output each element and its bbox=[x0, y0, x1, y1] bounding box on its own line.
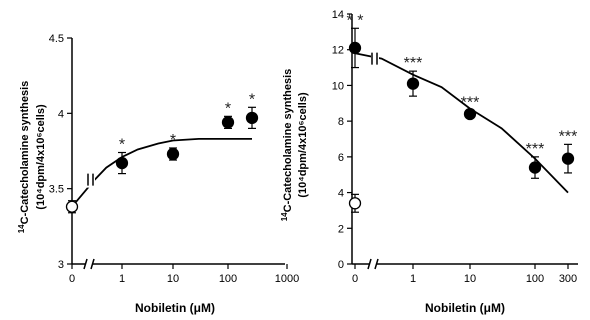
y-axis-label-text: C-Catecholamine synthesis bbox=[19, 81, 31, 225]
significance-marker: *** bbox=[404, 55, 423, 72]
significance-marker: * bbox=[170, 132, 176, 149]
y-tick-label: 14 bbox=[332, 9, 344, 21]
data-point-filled bbox=[528, 161, 542, 174]
y-tick-label: 4.5 bbox=[49, 33, 64, 45]
x-tick-label: 100 bbox=[526, 273, 544, 285]
data-point-filled bbox=[406, 77, 420, 90]
data-point-filled bbox=[221, 116, 235, 129]
fit-curve bbox=[71, 138, 252, 208]
y-tick-label: 0 bbox=[338, 259, 344, 271]
x-tick-label: 10 bbox=[167, 273, 179, 285]
y-tick-label: 2 bbox=[338, 223, 344, 235]
y-axis-label-superscript: 14 bbox=[17, 224, 26, 233]
x-axis-break-mark bbox=[90, 258, 95, 270]
x-axis-break-mark bbox=[367, 258, 372, 270]
data-point-filled bbox=[348, 41, 362, 55]
x-axis-break-mark bbox=[374, 258, 379, 270]
x-tick-label: 10 bbox=[464, 273, 476, 285]
y-axis-label: 14C-Catecholamine synthesis bbox=[280, 69, 295, 222]
y-axis-unit-label: (10⁴dpm/4x10⁶cells) bbox=[35, 104, 47, 210]
data-point-filled bbox=[561, 152, 575, 165]
significance-marker: * * bbox=[347, 12, 364, 29]
data-point-filled bbox=[245, 111, 259, 125]
y-tick-label: 10 bbox=[332, 80, 344, 92]
x-tick-label: 300 bbox=[559, 273, 577, 285]
significance-marker: *** bbox=[526, 141, 545, 158]
data-point-open bbox=[65, 200, 79, 213]
x-axis-label: Nobiletin (μM) bbox=[425, 301, 505, 315]
data-point-open bbox=[348, 197, 362, 210]
significance-marker: * bbox=[249, 91, 255, 108]
data-point-filled bbox=[115, 156, 129, 170]
y-axis-unit-label: (10⁴dpm/4x10⁶cells) bbox=[297, 92, 309, 198]
y-tick-label: 12 bbox=[332, 45, 344, 57]
x-axis-label: Nobiletin (μM) bbox=[135, 301, 215, 315]
y-tick-label: 4 bbox=[338, 188, 344, 200]
x-tick-label: 1 bbox=[410, 273, 416, 285]
y-tick-label: 6 bbox=[338, 152, 344, 164]
x-axis-break-mark bbox=[83, 258, 88, 270]
y-tick-label: 3 bbox=[58, 259, 64, 271]
y-tick-label: 3.5 bbox=[49, 184, 64, 196]
significance-marker: *** bbox=[461, 94, 480, 111]
y-axis-label: 14C-Catecholamine synthesis bbox=[17, 81, 32, 234]
curve-break-gap bbox=[371, 50, 379, 67]
significance-marker: * bbox=[225, 100, 231, 117]
y-tick-label: 8 bbox=[338, 116, 344, 128]
data-point-filled bbox=[463, 107, 477, 121]
y-axis-label-superscript: 14 bbox=[280, 212, 289, 221]
x-tick-label: 0 bbox=[352, 273, 358, 285]
fit-curve bbox=[354, 52, 569, 194]
curve-break-gap bbox=[87, 171, 95, 188]
significance-marker: *** bbox=[559, 128, 578, 145]
y-axis-label-text: C-Catecholamine synthesis bbox=[282, 69, 294, 213]
x-tick-label: 1000 bbox=[275, 273, 299, 285]
x-tick-label: 0 bbox=[69, 273, 75, 285]
y-tick-label: 4 bbox=[58, 108, 64, 120]
x-tick-label: 1 bbox=[119, 273, 125, 285]
significance-marker: * bbox=[119, 137, 125, 154]
data-point-filled bbox=[166, 147, 180, 161]
x-tick-label: 100 bbox=[219, 273, 237, 285]
